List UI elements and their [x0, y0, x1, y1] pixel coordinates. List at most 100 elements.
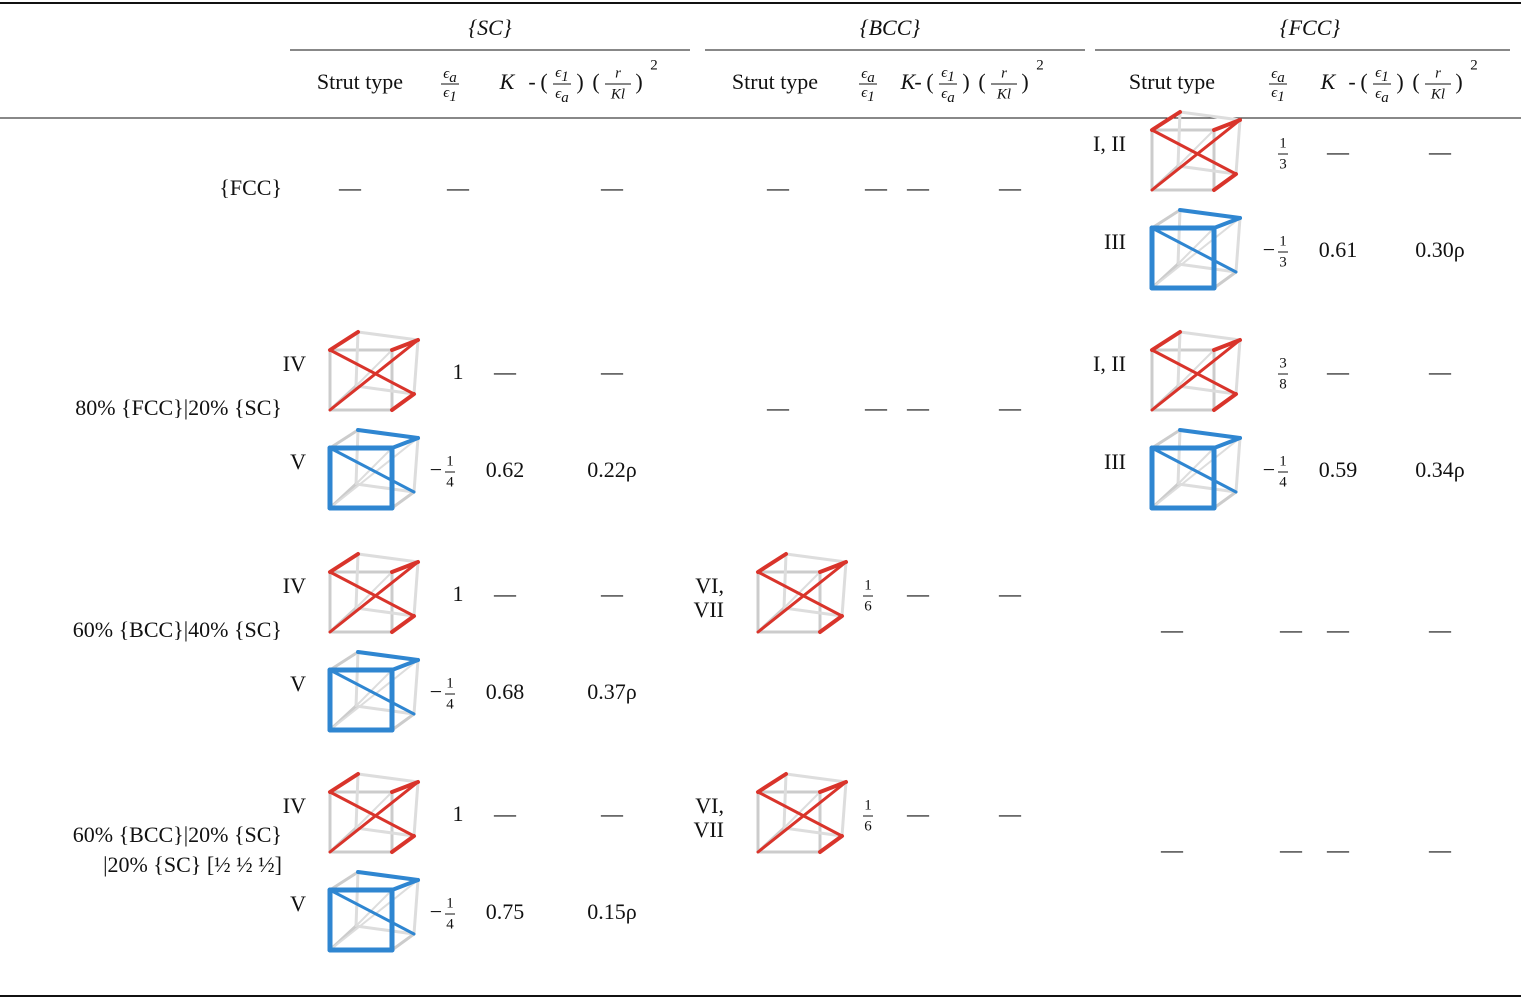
- strut-type: VII: [693, 817, 724, 842]
- ratio-den: 6: [864, 818, 872, 834]
- buckling: —: [998, 801, 1022, 826]
- strut: [330, 554, 358, 572]
- f2-num: r: [1435, 65, 1441, 81]
- f1-num: ϵ1: [555, 65, 569, 85]
- strut: [392, 394, 414, 410]
- strut: [358, 652, 418, 660]
- strut-type: IV: [283, 793, 306, 818]
- ratio: —: [864, 395, 888, 420]
- strut: [1178, 210, 1180, 264]
- buckling: —: [1428, 837, 1452, 862]
- ratio-num: 1: [1279, 453, 1287, 469]
- power: 2: [1036, 57, 1044, 73]
- strut-type: —: [766, 175, 790, 200]
- strut: [1214, 218, 1240, 228]
- strut: [758, 774, 786, 792]
- ratio-den: ϵ1: [443, 85, 457, 105]
- strut: [358, 332, 418, 340]
- ratio-num: 1: [446, 453, 454, 469]
- strut: [392, 616, 414, 632]
- f2-den: Kl: [996, 86, 1011, 102]
- ratio: —: [1279, 837, 1303, 862]
- strut-type: I, II: [1093, 351, 1126, 376]
- strut-icon: [330, 774, 418, 852]
- strut: [356, 430, 358, 484]
- strut-type: III: [1104, 229, 1126, 254]
- strut: [758, 554, 786, 572]
- ratio-den-sub: 1: [1277, 89, 1285, 105]
- paren: ): [1021, 69, 1028, 94]
- strut: [842, 782, 846, 836]
- strut-type: —: [338, 175, 362, 200]
- strut: [1152, 332, 1180, 350]
- ratio-sign: −: [430, 899, 442, 924]
- strut: [820, 616, 842, 632]
- strut-icon: [330, 430, 418, 508]
- buckling: —: [998, 395, 1022, 420]
- strut: [358, 554, 418, 562]
- buckling: —: [600, 801, 624, 826]
- strut-icon: [1152, 112, 1240, 190]
- strut-icon: [330, 872, 418, 950]
- k-value: 0.68: [486, 679, 525, 704]
- strut: [1236, 340, 1240, 394]
- k-value: —: [906, 175, 930, 200]
- ratio-den: 3: [1279, 156, 1287, 172]
- f2-den: Kl: [610, 86, 625, 102]
- k-value: —: [906, 395, 930, 420]
- strut: [414, 782, 418, 836]
- paren: (: [592, 69, 599, 94]
- paren: (: [926, 69, 933, 94]
- buckling: —: [1428, 139, 1452, 164]
- strut-icon: [330, 554, 418, 632]
- ratio-num: 1: [864, 797, 872, 813]
- ratio-den: 4: [446, 474, 454, 490]
- ratio: —: [864, 175, 888, 200]
- strut: [330, 774, 358, 792]
- strut: [1214, 492, 1236, 508]
- f1-den: ϵa: [941, 86, 955, 106]
- row-label: |20% {SC} [½ ½ ½]: [103, 852, 282, 877]
- ratio-num: 1: [446, 895, 454, 911]
- k-value: —: [493, 359, 517, 384]
- strut-type-header: Strut type: [1129, 69, 1215, 94]
- paren: ): [1396, 69, 1403, 94]
- strut-icon: [758, 554, 846, 632]
- k-value: —: [1326, 617, 1350, 642]
- strut-type: V: [290, 671, 306, 696]
- buckling: —: [600, 581, 624, 606]
- f2-den: Kl: [1430, 86, 1445, 102]
- ratio-num: 1: [446, 675, 454, 691]
- row-label: 80% {FCC}|20% {SC}: [75, 395, 282, 420]
- strut-icon: [330, 332, 418, 410]
- buckling: 0.37ρ: [587, 679, 637, 704]
- sign: -: [1348, 69, 1355, 94]
- ratio-sign: −: [1263, 457, 1275, 482]
- group-header: {BCC}: [860, 15, 921, 40]
- f1-num: ϵ1: [1375, 65, 1389, 85]
- strut: [392, 438, 418, 448]
- strut: [358, 872, 418, 880]
- strut: [1180, 430, 1240, 438]
- buckling: 0.30ρ: [1415, 237, 1465, 262]
- strut: [1214, 174, 1236, 190]
- strut: [1178, 112, 1180, 166]
- strut: [392, 880, 418, 890]
- strut: [358, 430, 418, 438]
- strut: [392, 714, 414, 730]
- row-label: 60% {BCC}|20% {SC}: [73, 822, 282, 847]
- strut: [820, 836, 842, 852]
- strut: [330, 652, 358, 670]
- k-value: —: [493, 581, 517, 606]
- k-header: K: [499, 69, 516, 94]
- ratio-num: ϵa: [861, 66, 875, 86]
- group-header: {SC}: [468, 15, 511, 40]
- sign: -: [914, 69, 921, 94]
- strut: [1178, 430, 1180, 484]
- strut: [786, 774, 846, 782]
- buckling: 0.15ρ: [587, 899, 637, 924]
- strut-type: III: [1104, 449, 1126, 474]
- k-value: 0.62: [486, 457, 525, 482]
- strut: [1152, 112, 1180, 130]
- strut-type: I, II: [1093, 131, 1126, 156]
